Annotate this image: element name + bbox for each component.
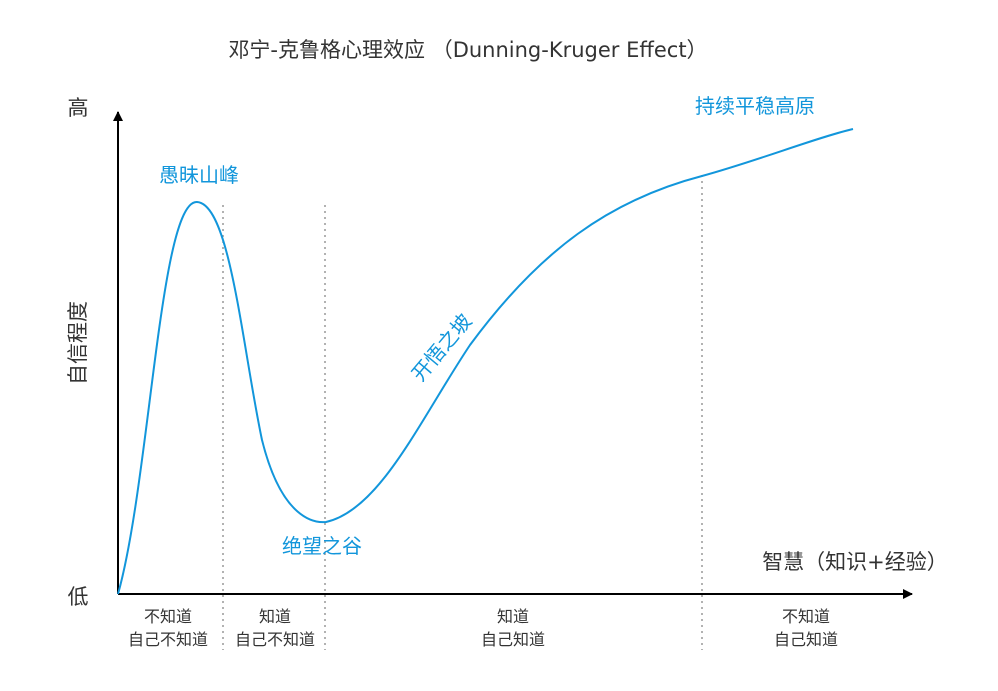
phase-3-line2: 自己知道 (481, 630, 545, 649)
stage-valley-label: 绝望之谷 (282, 534, 362, 558)
phase-1-line1: 不知道 (144, 607, 192, 626)
phase-3-line1: 知道 (497, 607, 529, 626)
x-axis-label: 智慧（知识+经验） (762, 550, 948, 574)
stage-plateau-label: 持续平稳高原 (695, 94, 815, 118)
y-axis-low-label: 低 (68, 585, 89, 609)
confidence-curve (117, 128, 854, 595)
y-axis-high-label: 高 (68, 96, 89, 120)
phase-2-line1: 知道 (259, 607, 291, 626)
stage-peak-label: 愚昧山峰 (159, 163, 239, 187)
phase-4-line1: 不知道 (782, 607, 830, 626)
phase-4-line2: 自己知道 (774, 630, 838, 649)
y-axis-label: 自信程度 (66, 301, 90, 385)
phase-2-line2: 自己不知道 (235, 630, 315, 649)
stage-slope-label: 开悟之坡 (407, 309, 477, 386)
phase-1-line2: 自己不知道 (128, 630, 208, 649)
diagram-title: 邓宁-克鲁格心理效应 （Dunning-Kruger Effect） (228, 38, 707, 62)
